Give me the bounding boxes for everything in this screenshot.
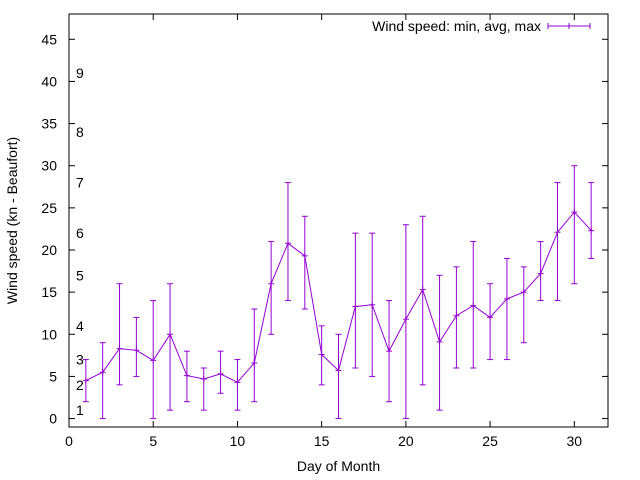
y-tick-label: 35 [41, 116, 57, 132]
beaufort-label: 4 [76, 318, 84, 334]
beaufort-labels: 1 2 3 4 5 6 7 8 9 [76, 65, 84, 418]
beaufort-label: 1 [76, 402, 84, 418]
y-tick-label: 25 [41, 200, 57, 216]
data-point [99, 369, 106, 376]
data-point [503, 295, 510, 302]
legend-label: Wind speed: min, avg, max [372, 18, 541, 34]
y-tick-label: 20 [41, 242, 57, 258]
x-tick-label: 10 [230, 433, 246, 449]
y-tick-label: 30 [41, 158, 57, 174]
x-tick-label: 25 [482, 433, 498, 449]
data-point [335, 367, 342, 374]
data-point [116, 345, 123, 352]
x-tick-label: 15 [314, 433, 330, 449]
beaufort-label: 9 [76, 65, 84, 81]
data-point [520, 289, 527, 296]
data-point [419, 286, 426, 293]
data-point [554, 229, 561, 236]
data-point [571, 209, 578, 216]
data-point [369, 301, 376, 308]
plot-frame [68, 13, 609, 428]
data-point [588, 227, 595, 234]
beaufort-label: 2 [76, 377, 84, 393]
data-point [402, 316, 409, 323]
data-point [386, 348, 393, 355]
y-tick-label: 45 [41, 31, 57, 47]
data-point [318, 351, 325, 358]
data-point [200, 375, 207, 382]
data-point [268, 280, 275, 287]
x-tick-label: 5 [149, 433, 157, 449]
data-point [217, 370, 224, 377]
data-point [537, 270, 544, 277]
data-point [453, 312, 460, 319]
x-tick-label: 20 [398, 433, 414, 449]
data-point [150, 357, 157, 364]
legend: Wind speed: min, avg, max [372, 18, 591, 34]
data-point [436, 338, 443, 345]
x-tick-label: 30 [567, 433, 583, 449]
y-tick-label: 0 [49, 411, 57, 427]
y-tick-label: 5 [49, 368, 57, 384]
data-point [251, 359, 258, 366]
data-point [82, 377, 89, 384]
beaufort-label: 7 [76, 175, 84, 191]
y-axis-label: Wind speed (kn - Beaufort) [4, 137, 20, 304]
x-axis-label: Day of Month [297, 458, 380, 474]
beaufort-label: 5 [76, 267, 84, 283]
data-point [352, 303, 359, 310]
y-tick-label: 15 [41, 284, 57, 300]
data-point [234, 379, 241, 386]
series-line-layer [82, 209, 595, 386]
data-point [284, 240, 291, 247]
data-point [133, 347, 140, 354]
data-point [470, 302, 477, 309]
beaufort-label: 8 [76, 124, 84, 140]
beaufort-label: 6 [76, 225, 84, 241]
y-tick-label: 40 [41, 73, 57, 89]
x-tick-label: 0 [65, 433, 73, 449]
data-point [301, 252, 308, 259]
data-point [183, 372, 190, 379]
legend-sample [547, 23, 591, 29]
data-point [167, 331, 174, 338]
beaufort-label: 3 [76, 352, 84, 368]
data-point [487, 314, 494, 321]
y-tick-label: 10 [41, 326, 57, 342]
